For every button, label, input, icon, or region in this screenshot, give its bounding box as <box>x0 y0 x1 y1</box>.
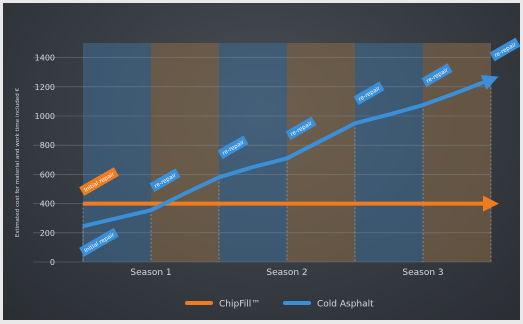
annotation-tag: re-repair <box>489 37 521 62</box>
y-tick-label: 1000 <box>35 112 55 121</box>
y-tick-label: 800 <box>40 141 55 150</box>
y-tick-label: 1200 <box>35 83 55 92</box>
annotation-tag-bg <box>285 116 317 141</box>
background-band <box>151 43 219 262</box>
y-tick-label: 0 <box>50 258 55 267</box>
annotation-tag-bg <box>79 167 119 196</box>
background-band <box>83 43 151 262</box>
background-band <box>355 43 423 262</box>
y-tick-label: 1400 <box>35 54 55 63</box>
x-category-label: Season 3 <box>402 268 443 278</box>
annotation-tag-bg <box>149 168 181 193</box>
y-axis-title: Estimated cost for material and work tim… <box>15 87 21 237</box>
y-tick-label: 600 <box>40 170 55 179</box>
legend-label: Cold Asphalt <box>317 300 374 310</box>
y-tick-label: 400 <box>40 200 55 209</box>
chart-panel: 0 200 400 600 800 1000 1200 1400 Estimated cost … <box>3 3 521 320</box>
annotation-tag-bg <box>421 63 453 87</box>
x-category-label: Season 2 <box>266 268 307 278</box>
legend-label: ChipFill™ <box>219 300 260 310</box>
x-category-label: Season 1 <box>130 268 171 278</box>
annotation-tag-bg <box>217 135 249 160</box>
chart-svg: 0 200 400 600 800 1000 1200 1400 Estimated cost … <box>15 37 521 310</box>
annotation-tag-bg <box>489 37 521 62</box>
annotation-tag-bg <box>79 227 119 257</box>
annotation-tag-bg <box>353 81 385 106</box>
series-line-1 <box>82 74 499 229</box>
y-tick-label: 200 <box>40 229 55 238</box>
